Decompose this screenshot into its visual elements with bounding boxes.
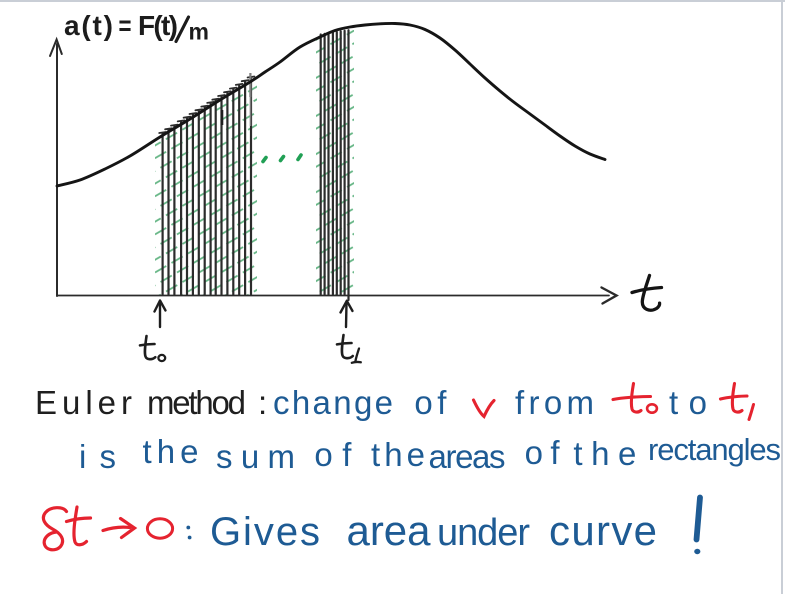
svg-text:curve: curve xyxy=(549,507,657,554)
svg-text::: : xyxy=(258,384,267,421)
svg-text:of: of xyxy=(525,434,561,471)
svg-text:a(t): a(t) xyxy=(64,10,113,41)
svg-text:under: under xyxy=(437,512,530,554)
svg-text:the: the xyxy=(143,433,199,470)
svg-text:m: m xyxy=(189,19,209,45)
svg-text:Gives: Gives xyxy=(210,510,320,554)
svg-text:to: to xyxy=(669,384,707,421)
svg-text:of: of xyxy=(414,384,447,421)
svg-text:area: area xyxy=(347,507,432,554)
svg-text:method: method xyxy=(147,384,246,421)
svg-text:change: change xyxy=(273,384,393,421)
svg-text:F(t): F(t) xyxy=(138,10,178,41)
svg-text:areas: areas xyxy=(429,438,506,475)
svg-text:sum: sum xyxy=(216,438,295,475)
svg-text:the: the xyxy=(371,436,425,473)
svg-text:rectangles: rectangles xyxy=(648,432,781,467)
svg-text:from: from xyxy=(515,384,594,421)
svg-text:=: = xyxy=(119,10,132,41)
